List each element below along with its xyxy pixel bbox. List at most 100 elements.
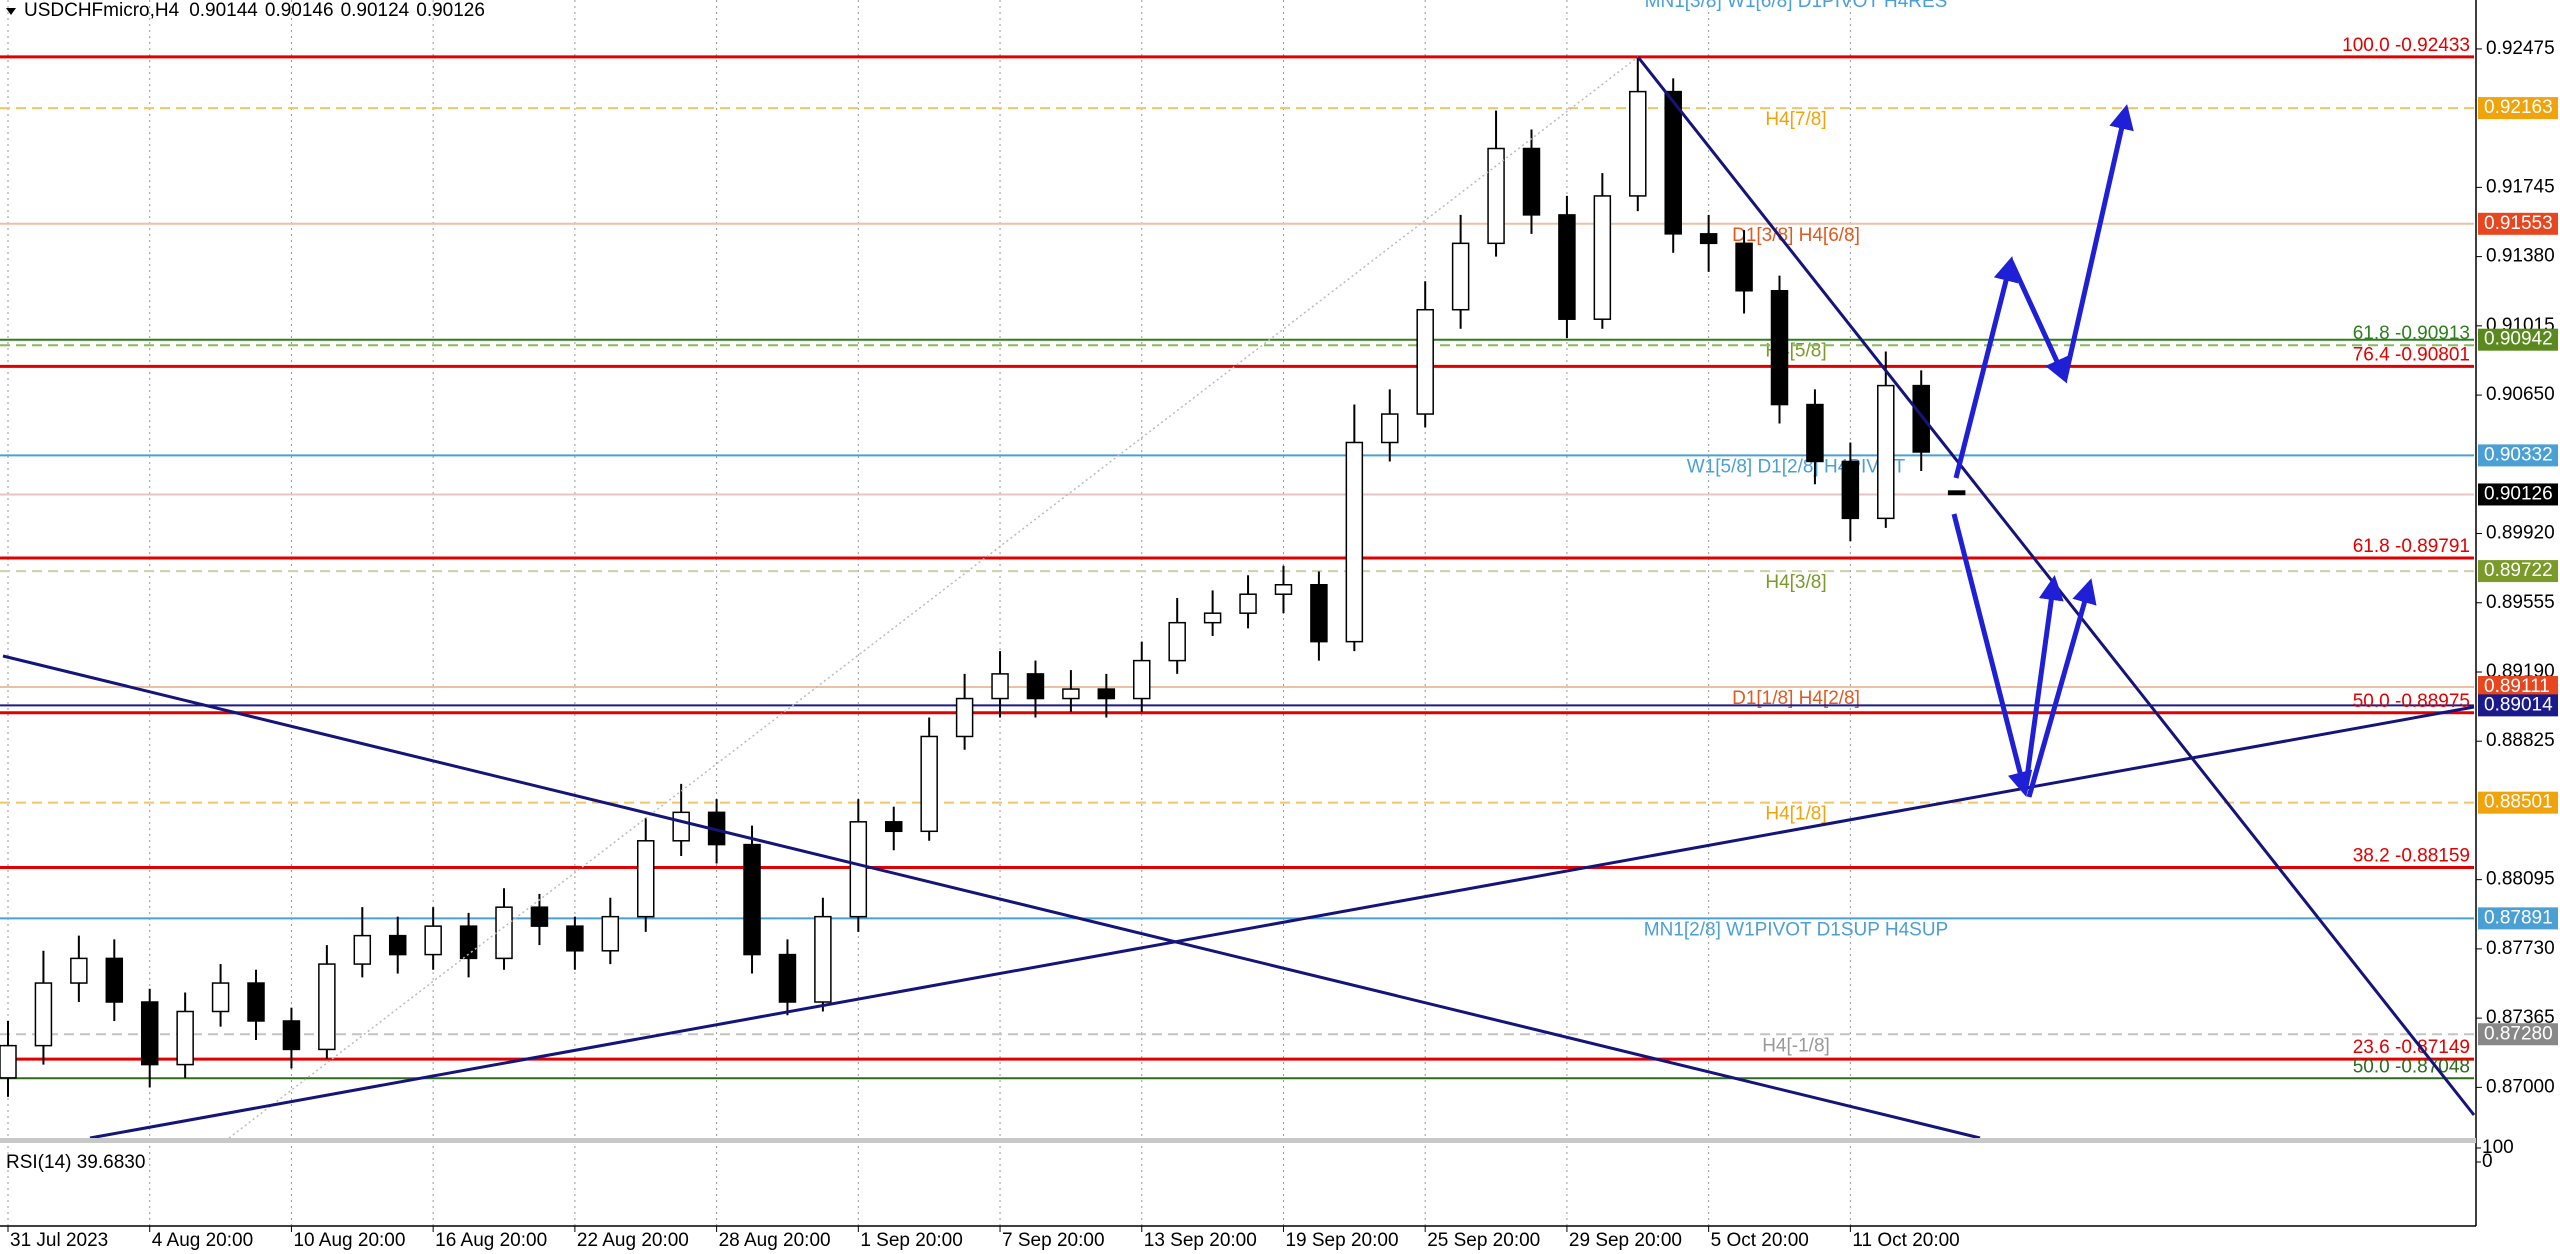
forecast-arrow [2008, 259, 2069, 384]
x-tick-label: 31 Jul 2023 [10, 1230, 108, 1251]
candle-body [1487, 147, 1505, 245]
symbol: USDCHFmicro,H4 [24, 0, 180, 21]
price-tag [2478, 694, 2558, 717]
forecast-arrow [1953, 256, 2019, 479]
murrey-label: D1[1/8] H4[2/8] [1732, 688, 1860, 709]
forecast-arrow [2026, 578, 2097, 798]
candle-body [211, 982, 230, 1013]
x-tick-label: 7 Sep 20:00 [1002, 1230, 1104, 1251]
x-tick-label: 13 Sep 20:00 [1144, 1230, 1257, 1251]
fibo-label: 100.0 -0.92433 [2342, 35, 2470, 56]
y-tick-label: 0.89920 [2486, 523, 2555, 544]
price-tag-label: 0.88501 [2484, 792, 2553, 813]
price-tag-label: 0.91553 [2484, 213, 2553, 234]
candle-body [1097, 688, 1116, 700]
x-tick-label: 29 Sep 20:00 [1569, 1230, 1682, 1251]
candle-body [1735, 242, 1753, 292]
candle-body [105, 957, 124, 1003]
murrey-label: H4[-1/8] [1762, 1035, 1830, 1056]
trend-line [89, 705, 2475, 1140]
candle-body [778, 953, 797, 1003]
candle-body [672, 811, 690, 842]
y-tick-label: 0.92475 [2486, 38, 2555, 59]
candle-body [920, 735, 938, 833]
last-high: 0.90146 [265, 0, 334, 21]
x-tick-label: 19 Sep 20:00 [1285, 1230, 1398, 1251]
y-tick-label: 0.87365 [2486, 1007, 2555, 1028]
fibo-label: 38.2 -0.88159 [2353, 846, 2470, 867]
panel-separator [0, 1138, 2476, 1143]
x-tick-label: 16 Aug 20:00 [435, 1230, 547, 1251]
candle-body [636, 840, 655, 918]
rsi-label: RSI(14) 39.6830 [6, 1152, 145, 1173]
candle-body [424, 925, 442, 956]
trend-line [1636, 56, 2476, 1116]
y-tick-label: 0.91380 [2486, 246, 2555, 267]
candle-body [176, 1010, 194, 1066]
fibo-label: 61.8 -0.90913 [2353, 323, 2470, 344]
x-tick-label: 5 Oct 20:00 [1711, 1230, 1809, 1251]
candle-body [1416, 308, 1434, 415]
y-tick-label: 0.88825 [2486, 730, 2555, 751]
candle-body [1522, 147, 1541, 216]
price-tag [2478, 444, 2558, 467]
candle-body [955, 697, 974, 738]
candle-body [885, 821, 903, 833]
price-tag [2478, 97, 2558, 120]
drawings [2, 56, 2476, 1140]
rsi-tick-label: 100 [2482, 1137, 2514, 1158]
murrey-label: MN1[3/8] W1[6/8] D1PIVOT H4RES [1645, 0, 1948, 12]
fibo-label: 50.0 -0.88975 [2353, 691, 2470, 712]
candle-body [1629, 90, 1647, 197]
candle-body [814, 915, 832, 1003]
candle-body [849, 821, 868, 918]
rsi-tick-label: 0 [2482, 1151, 2493, 1172]
candle-body [1699, 233, 1718, 245]
y-tick-label: 0.87000 [2486, 1076, 2555, 1097]
x-tick-label: 28 Aug 20:00 [719, 1230, 831, 1251]
price-tag [2478, 791, 2558, 814]
candle-body [140, 1001, 159, 1066]
y-tick-label: 0.87730 [2486, 938, 2555, 959]
forecast-arrow [2062, 104, 2134, 380]
candle-body [743, 843, 761, 956]
price-tag-label: 0.87280 [2484, 1023, 2553, 1044]
price-tag [2478, 328, 2558, 351]
candle-body [1770, 290, 1789, 406]
price-tag [2478, 675, 2558, 698]
candle-body [34, 982, 53, 1047]
candle-body [1947, 490, 1966, 496]
fibo-label: 61.8 -0.89791 [2353, 536, 2470, 557]
price-tag-label: 0.89014 [2484, 694, 2553, 715]
y-tick-label: 0.90650 [2486, 384, 2555, 405]
x-tick-label: 25 Sep 20:00 [1427, 1230, 1540, 1251]
murrey-label: H4[7/8] [1765, 109, 1826, 130]
murrey-label: MN1[2/8] W1PIVOT D1SUP H4SUP [1644, 919, 1948, 940]
candle-body [247, 982, 265, 1022]
candle-body [1664, 90, 1682, 235]
candle-body [1877, 384, 1895, 520]
murrey-label: W1[5/8] D1[2/8] H4PIVOT [1687, 456, 1906, 477]
price-tag [2478, 560, 2558, 583]
murrey-label: H4[3/8] [1765, 572, 1826, 593]
candle-body [1133, 659, 1151, 700]
x-tick-label: 4 Aug 20:00 [152, 1230, 253, 1251]
candle-body [1203, 612, 1222, 624]
candle-body [388, 934, 407, 956]
y-tick-label: 0.88095 [2486, 869, 2555, 890]
chart-header: USDCHFmicro,H4 0.90144 0.90146 0.90124 0.901… [24, 0, 485, 21]
candle-body [1593, 195, 1612, 320]
trend-line [2, 654, 1981, 1140]
fibo-label: 50.0 -0.87048 [2353, 1056, 2470, 1077]
candle-body [282, 1020, 301, 1051]
candle-body [1168, 621, 1186, 662]
candle-body [1274, 583, 1293, 595]
price-tag-label: 0.87891 [2484, 907, 2553, 928]
candle-body [0, 1044, 17, 1079]
price-tag [2478, 1023, 2558, 1046]
x-tick-label: 11 Oct 20:00 [1852, 1230, 1959, 1251]
y-tick-label: 0.89555 [2486, 592, 2555, 613]
